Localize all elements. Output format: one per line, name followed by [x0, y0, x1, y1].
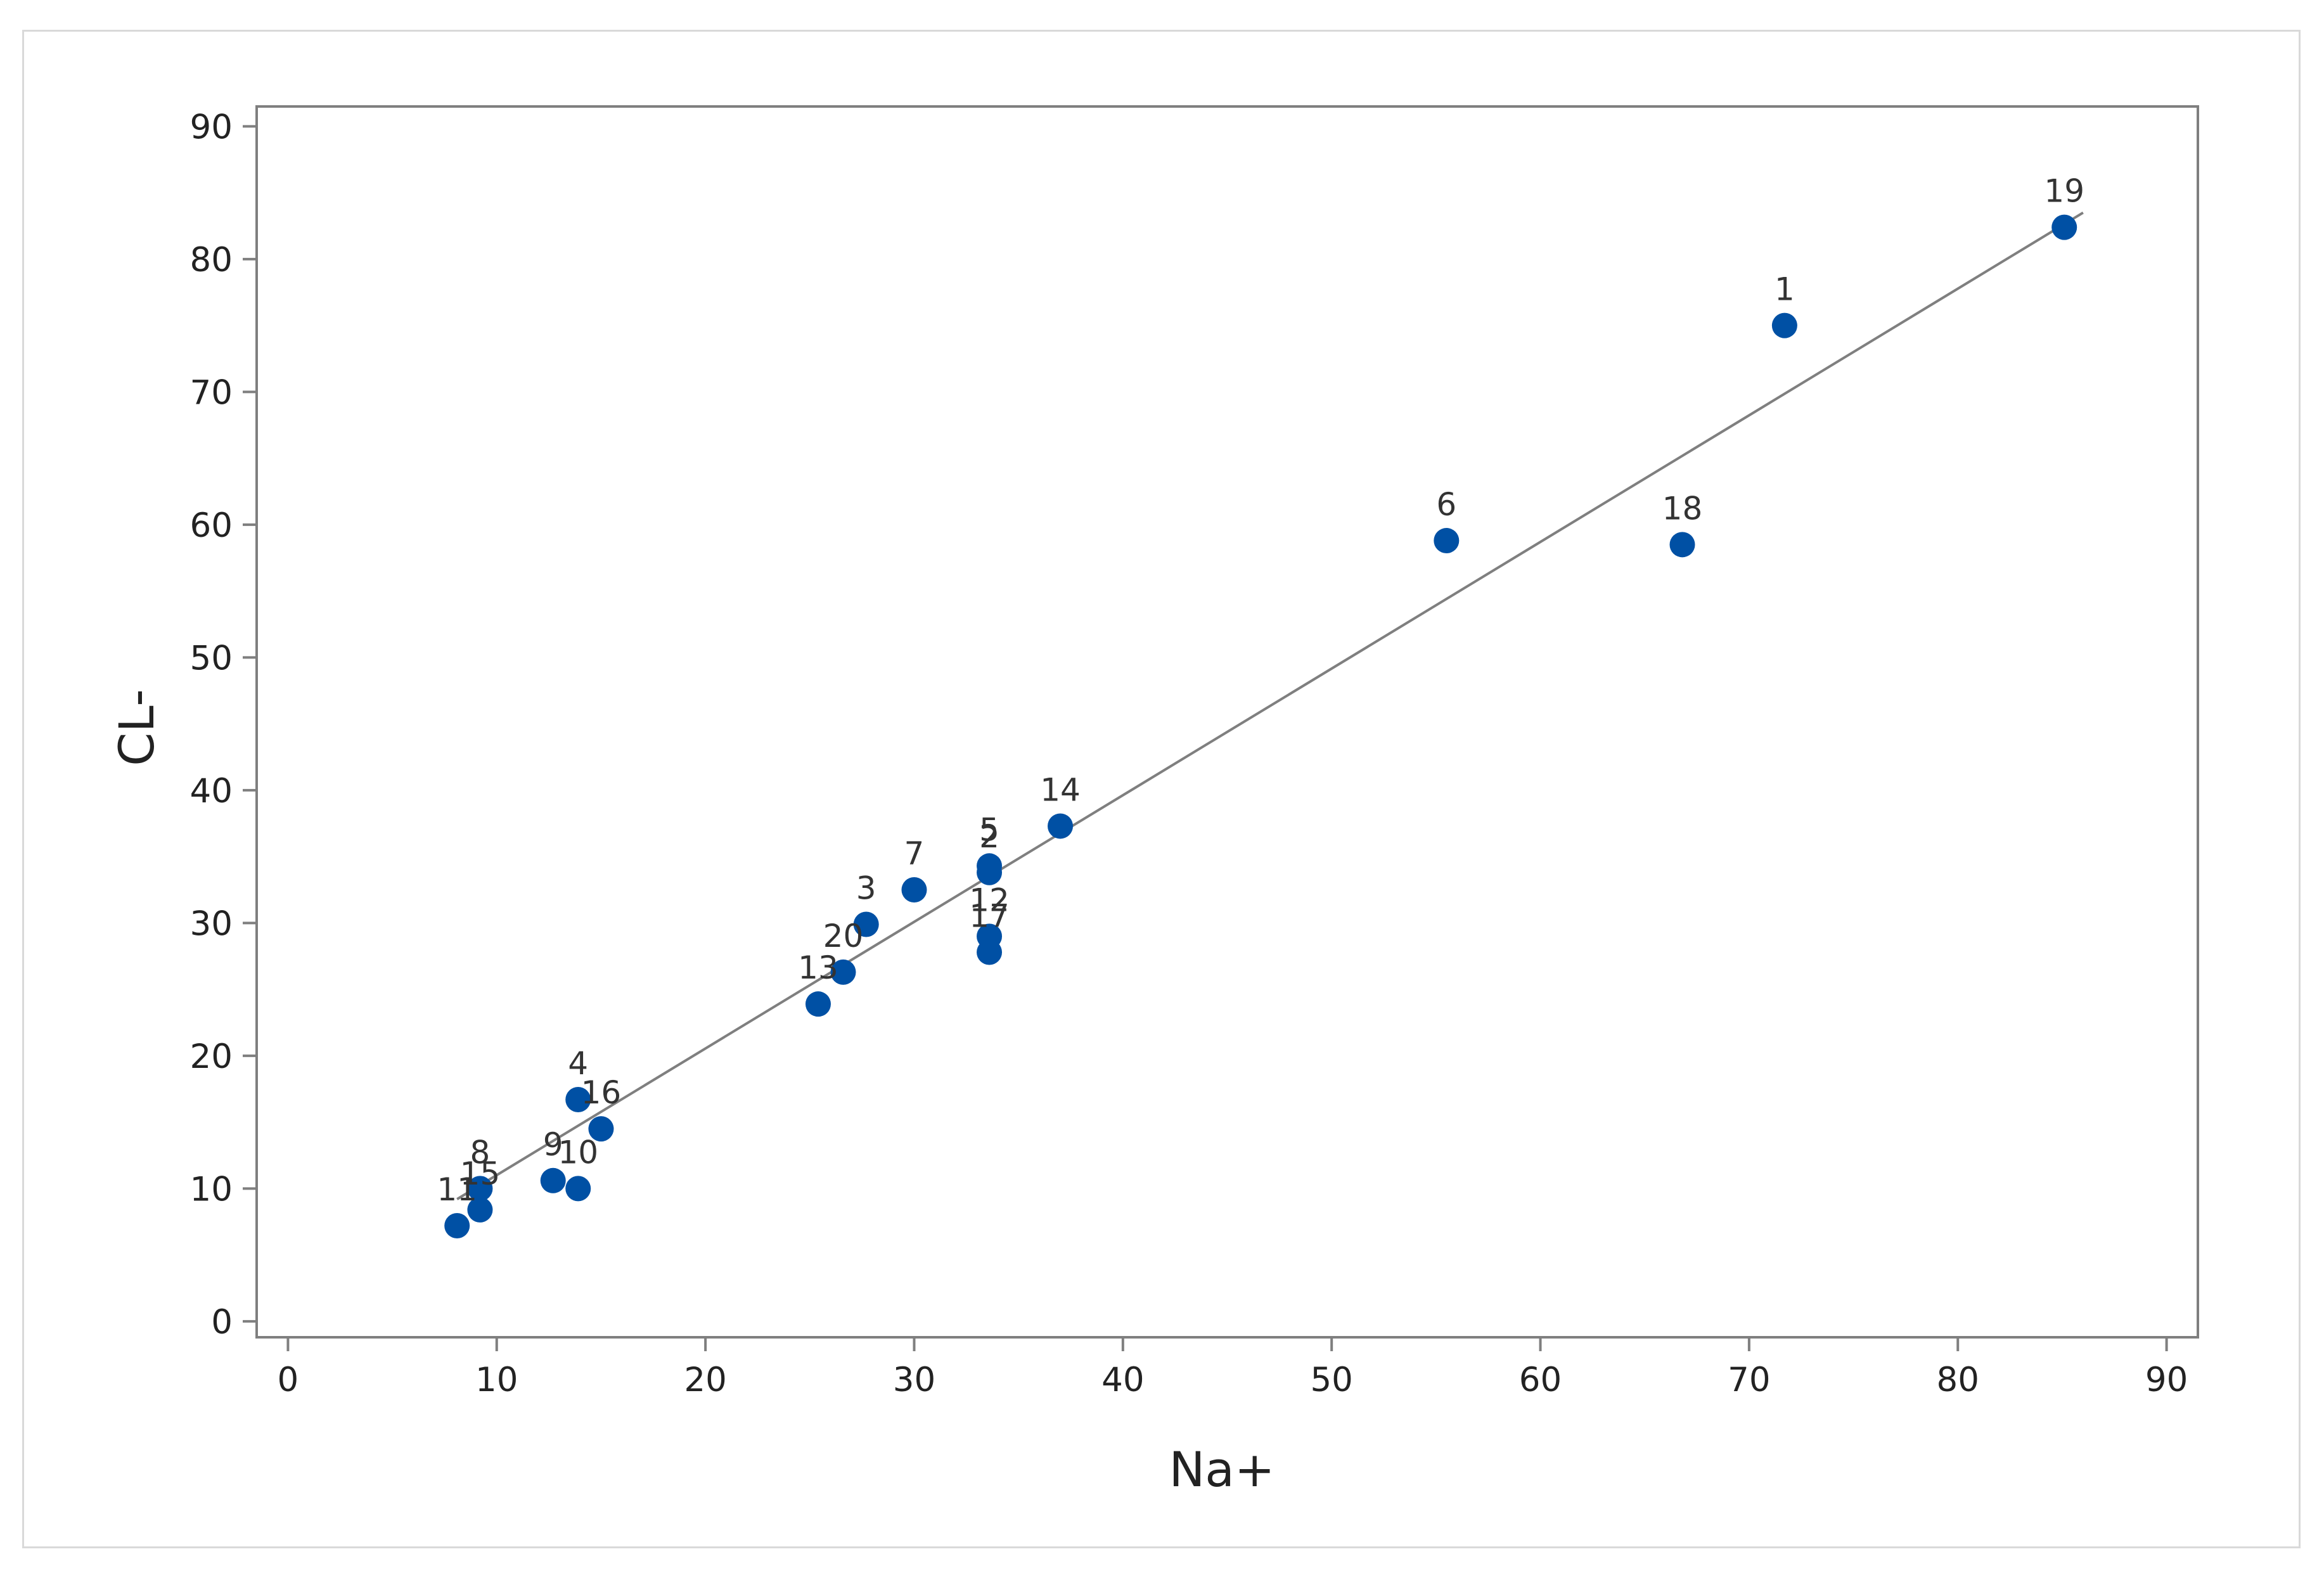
plot-area [255, 105, 2199, 1339]
point-label-18: 18 [1662, 490, 1703, 527]
y-tick-label-90: 90 [190, 108, 233, 146]
data-point-1 [1771, 312, 1797, 338]
y-tick-label-70: 70 [190, 373, 233, 412]
data-point-19 [2051, 214, 2077, 240]
point-label-11: 11 [437, 1171, 477, 1208]
point-label-12: 12 [969, 882, 1010, 918]
y-tick-label-50: 50 [190, 639, 233, 678]
data-point-6 [1434, 528, 1460, 554]
point-label-20: 20 [823, 918, 864, 954]
data-point-17 [977, 939, 1003, 965]
x-tick-label-20: 20 [684, 1361, 726, 1399]
data-point-5 [977, 853, 1003, 879]
x-axis-title: Na+ [1169, 1441, 1274, 1498]
y-tick-label-60: 60 [190, 506, 233, 545]
y-tick-label-10: 10 [190, 1170, 233, 1209]
data-point-20 [830, 959, 856, 985]
point-label-10: 10 [558, 1134, 598, 1171]
point-label-5: 5 [979, 811, 999, 848]
fit-line [456, 211, 2084, 1200]
x-tick-label-40: 40 [1101, 1361, 1144, 1399]
x-tick-label-80: 80 [1937, 1361, 1979, 1399]
point-label-13: 13 [798, 949, 838, 986]
y-tick-label-30: 30 [190, 904, 233, 943]
fit-line-group [456, 211, 2084, 1200]
point-label-17: 17 [969, 897, 1010, 934]
data-points [444, 214, 2077, 1239]
y-axis-title: CL- [108, 689, 165, 766]
x-tick-label-50: 50 [1310, 1361, 1352, 1399]
data-point-14 [1048, 813, 1074, 839]
data-point-16 [588, 1116, 614, 1142]
data-point-8 [467, 1176, 493, 1202]
x-tick-label-10: 10 [475, 1361, 518, 1399]
point-label-2: 2 [979, 818, 999, 855]
y-tick-label-80: 80 [190, 241, 233, 279]
data-point-18 [1669, 532, 1695, 558]
point-label-16: 16 [581, 1074, 622, 1111]
point-label-8: 8 [470, 1134, 491, 1171]
data-point-4 [565, 1087, 591, 1113]
data-point-3 [853, 911, 879, 937]
point-label-7: 7 [904, 835, 925, 872]
y-axis: 0 10 20 30 40 50 60 70 80 90 [190, 108, 257, 1342]
y-tick-label-40: 40 [190, 772, 233, 811]
y-tick-label-0: 0 [211, 1303, 233, 1342]
point-label-19: 19 [2044, 173, 2084, 210]
data-point-11 [444, 1213, 470, 1239]
x-tick-label-70: 70 [1728, 1361, 1770, 1399]
x-tick-label-30: 30 [893, 1361, 935, 1399]
point-label-1: 1 [1775, 271, 1795, 308]
x-tick-label-90: 90 [2145, 1361, 2188, 1399]
data-point-13 [805, 991, 831, 1017]
y-tick-label-20: 20 [190, 1037, 233, 1076]
data-point-9 [540, 1167, 566, 1193]
point-label-6: 6 [1436, 486, 1456, 523]
data-point-15 [467, 1197, 493, 1223]
data-point-10 [565, 1176, 591, 1202]
point-label-15: 15 [460, 1155, 501, 1192]
x-tick-label-60: 60 [1519, 1361, 1562, 1399]
x-tick-label-0: 0 [278, 1361, 299, 1399]
x-axis: 0 10 20 30 40 50 60 70 80 90 [278, 1337, 2188, 1399]
point-label-14: 14 [1040, 771, 1081, 808]
point-label-4: 4 [568, 1045, 588, 1082]
data-point-7 [901, 877, 927, 903]
point-label-9: 9 [543, 1126, 563, 1163]
point-label-3: 3 [856, 870, 876, 906]
